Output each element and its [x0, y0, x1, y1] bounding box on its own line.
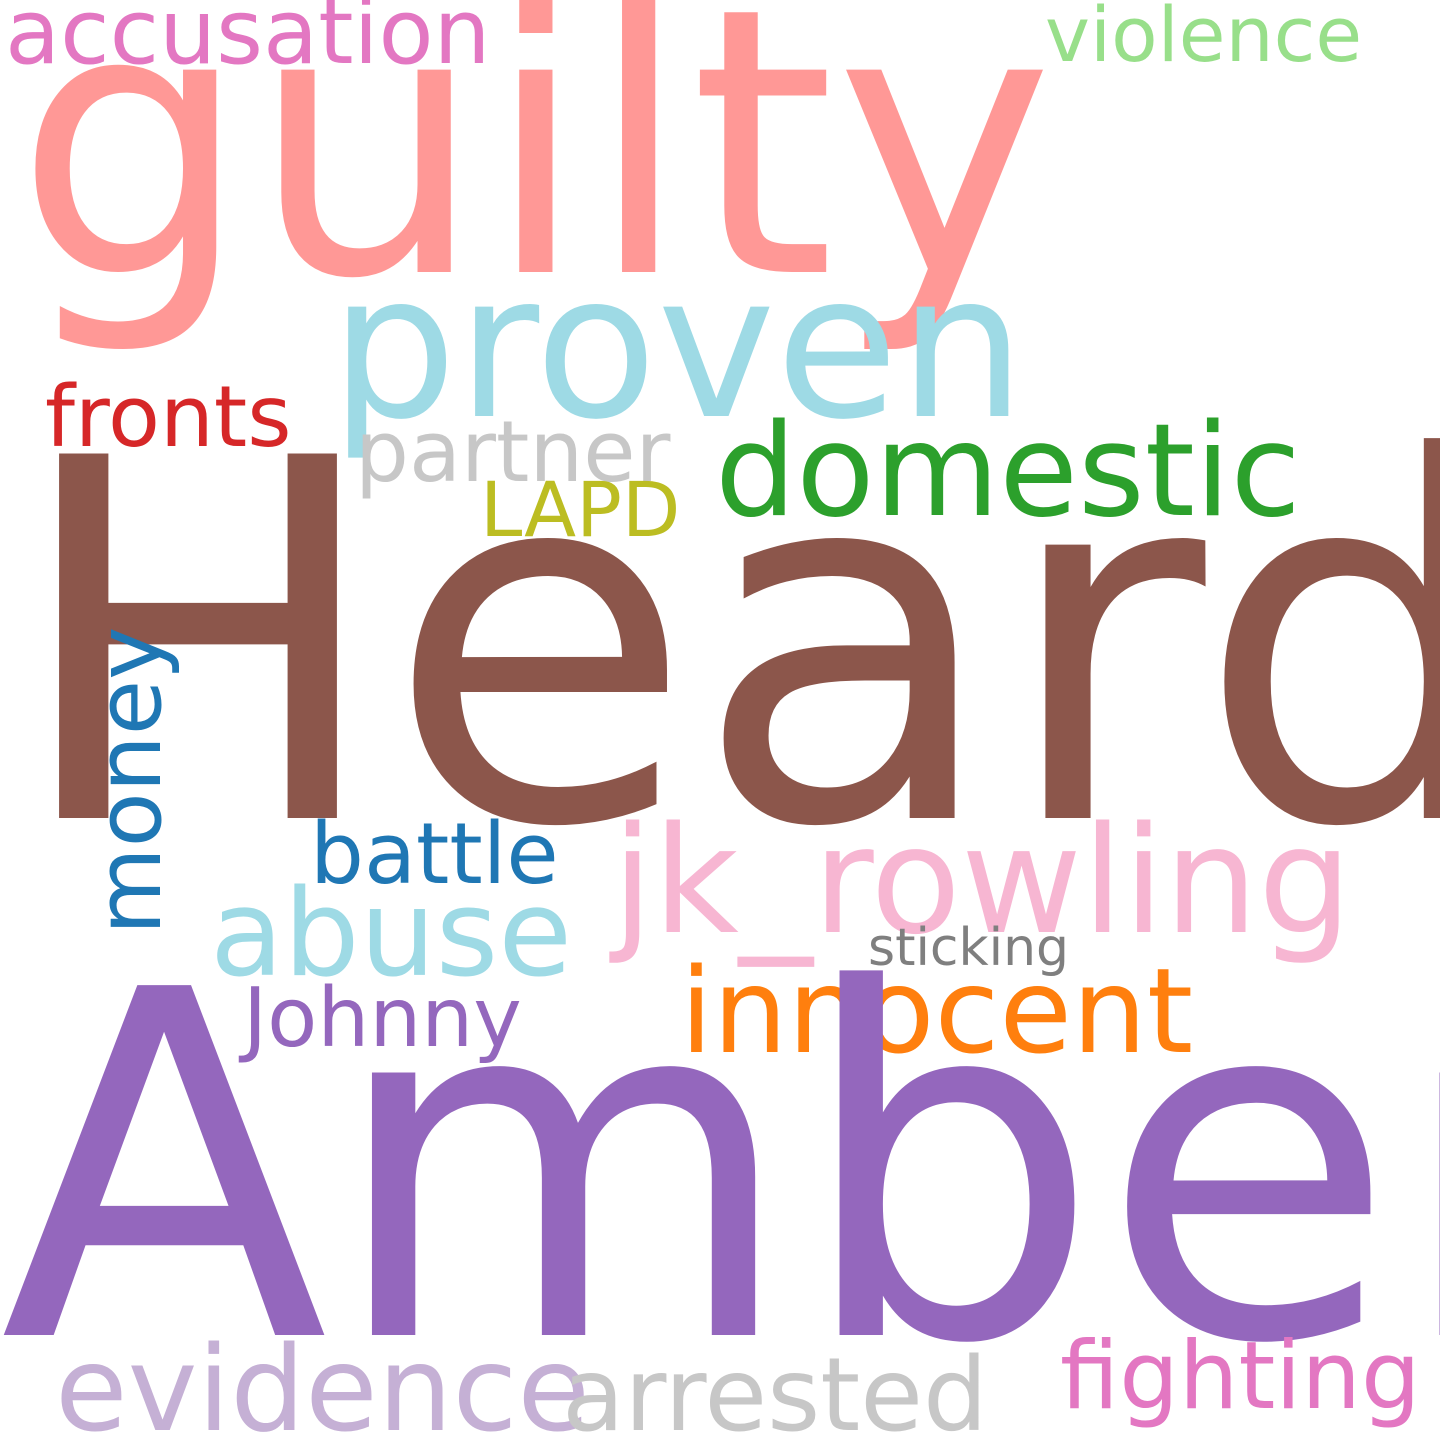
- word-abuse: abuse: [210, 865, 573, 1004]
- word-accusation: accusation: [5, 0, 491, 85]
- word-money: money: [77, 626, 182, 935]
- word-partner: partner: [355, 403, 671, 502]
- word-violence: violence: [1045, 0, 1363, 79]
- word-innocent: innocent: [680, 942, 1194, 1080]
- word-battle: battle: [310, 805, 559, 904]
- word-jk-rowling: jk_rowling: [612, 795, 1352, 967]
- word-domestic: domestic: [715, 397, 1301, 546]
- word-heard: Heard: [10, 354, 1440, 936]
- word-amber: Amber: [0, 890, 1440, 1440]
- word-proven: proven: [330, 231, 1026, 464]
- word-guilty: guilty: [15, 0, 1054, 360]
- word-lapd: LAPD: [480, 465, 681, 554]
- word-fronts: fronts: [45, 368, 292, 467]
- word-evidence: evidence: [55, 1320, 590, 1440]
- word-arrested: arrested: [562, 1336, 988, 1440]
- word-fighting: fighting: [1060, 1322, 1421, 1431]
- word-johnny: Johnny: [243, 971, 522, 1066]
- word-sticking: sticking: [868, 918, 1070, 978]
